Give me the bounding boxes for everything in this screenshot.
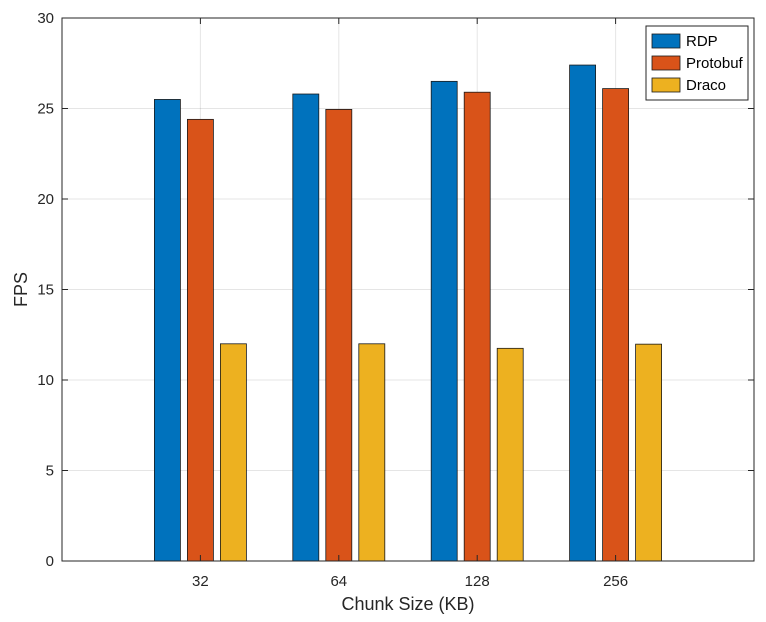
legend-swatch (651, 33, 681, 49)
legend-label: Protobuf (686, 55, 744, 72)
y-tick-label: 20 (37, 191, 54, 208)
x-axis: 32 64 128 256 (192, 18, 628, 590)
bar-rdp-32 (153, 99, 181, 562)
bar-draco-256 (635, 343, 662, 562)
bar-protobuf-32 (186, 118, 214, 562)
bar-draco-32 (219, 343, 247, 562)
bar-draco-64 (358, 343, 386, 562)
x-tick-label: 32 (192, 573, 209, 590)
legend-swatch (651, 77, 681, 93)
y-tick-label: 5 (46, 463, 54, 480)
y-tick-label: 25 (37, 101, 54, 118)
x-tick-label: 64 (330, 573, 347, 590)
bar-rdp-64 (292, 93, 320, 562)
legend-swatch (651, 55, 681, 71)
x-tick-label: 128 (465, 573, 490, 590)
bar-rdp-256 (569, 64, 596, 562)
legend: RDP Protobuf Draco (645, 25, 749, 101)
legend-label: Draco (686, 77, 726, 94)
x-axis-title: Chunk Size (KB) (341, 594, 474, 614)
bar-draco-128 (496, 347, 524, 562)
bar-protobuf-64 (325, 109, 353, 562)
bar-protobuf-256 (602, 88, 629, 562)
y-tick-label: 30 (37, 10, 54, 27)
x-tick-label: 256 (603, 573, 628, 590)
y-axis-title: FPS (11, 272, 31, 307)
y-axis: 0 5 10 15 20 25 30 (37, 10, 754, 570)
bar-rdp-128 (430, 80, 458, 562)
bar-protobuf-128 (463, 91, 491, 562)
bars (153, 64, 662, 562)
y-tick-label: 0 (46, 553, 54, 570)
y-tick-label: 10 (37, 372, 54, 389)
legend-label: RDP (686, 33, 718, 50)
y-tick-label: 15 (37, 282, 54, 299)
